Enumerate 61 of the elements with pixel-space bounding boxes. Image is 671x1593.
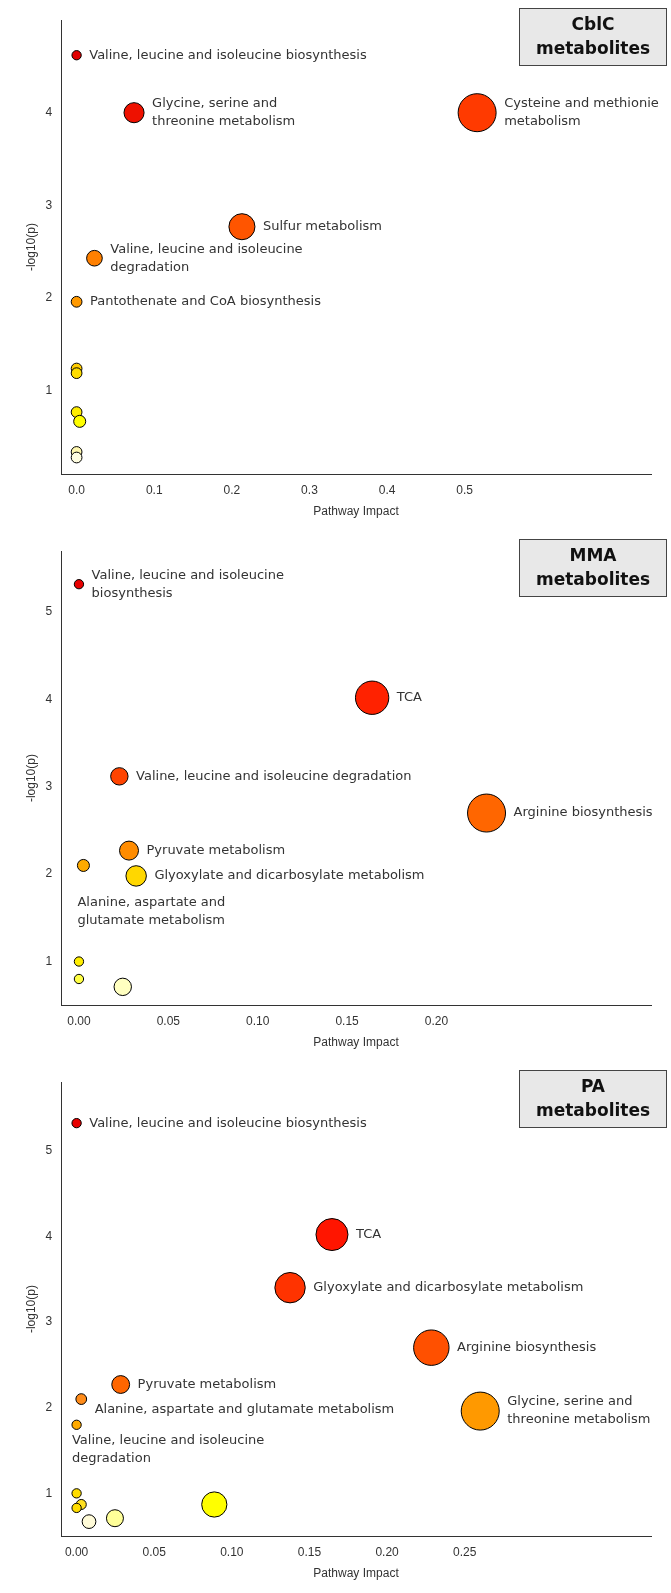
x-tick-label: 0.1: [145, 482, 163, 497]
y-tick-label: 3: [45, 197, 53, 212]
annotation: Valine, leucine and isoleucine degradation: [71, 1431, 265, 1465]
y-tick-label: 1: [45, 1485, 53, 1500]
y-tick-label: 5: [45, 604, 53, 619]
y-tick-label: 4: [45, 105, 53, 120]
x-axis-title: Pathway Impact: [313, 1035, 400, 1050]
x-tick-label: 0.20: [424, 1013, 449, 1028]
annotation: Valine, leucine and isoleucine degradation: [136, 767, 412, 783]
annotation: Glyoxylate and dicarbosylate metabolism: [154, 867, 425, 883]
x-tick-label: 0.0: [68, 482, 86, 497]
y-tick-label: 2: [45, 290, 53, 305]
y-tick-label: 1: [45, 953, 53, 968]
annotation: TCA: [354, 1225, 382, 1241]
annotation: Cysteine and methionie metabolism: [504, 95, 659, 129]
y-tick-label: 5: [45, 1142, 53, 1157]
annotation: Arginine biosynthesis: [513, 804, 653, 820]
annotation: Arginine biosynthesis: [457, 1339, 597, 1355]
y-tick-label: 2: [45, 866, 53, 881]
y-tick-label: 4: [45, 1228, 53, 1243]
x-tick-label: 0.3: [301, 482, 319, 497]
y-tick-label: 3: [45, 1314, 53, 1329]
annotation: Glycine, serine and threonine metabolism: [507, 1393, 651, 1427]
x-axis-title: Pathway Impact: [313, 1566, 400, 1581]
x-axis-title: Pathway Impact: [313, 504, 400, 519]
y-tick-label: 1: [45, 383, 53, 398]
x-tick-label: 0.10: [220, 1544, 244, 1559]
x-tick-label: 0.15: [335, 1013, 360, 1028]
annotation: Valine, leucine and isoleucine degradation: [110, 240, 303, 274]
chart-title: CblC metabolites: [519, 8, 667, 66]
annotation: Sulfur metabolism: [262, 218, 382, 234]
x-tick-label: 0.2: [223, 482, 241, 497]
x-tick-label: 0.25: [453, 1544, 477, 1559]
x-tick-label: 0.15: [297, 1544, 322, 1559]
chart-title: PA metabolites: [519, 1070, 667, 1128]
x-tick-label: 0.00: [64, 1544, 89, 1559]
x-tick-label: 0.20: [375, 1544, 400, 1559]
x-tick-label: 0.5: [456, 482, 474, 497]
y-tick-label: 3: [45, 779, 53, 794]
annotation: Valine, leucine and isoleucine biosynthesis: [89, 46, 367, 62]
annotation: Valine, leucine and isoleucine biosynthesis: [89, 1114, 367, 1130]
annotation: Valine, leucine and isoleucine biosynthesis: [91, 566, 284, 600]
y-axis-title: -log10(p): [23, 754, 38, 803]
annotation: Pyruvate metabolism: [146, 841, 286, 857]
y-tick-label: 2: [45, 1399, 53, 1414]
annotation: Alanine, aspartate and glutamate metabolism: [77, 893, 226, 927]
annotation: Pantothenate and CoA biosynthesis: [89, 293, 322, 309]
x-tick-label: 0.05: [156, 1013, 181, 1028]
x-tick-label: 0.00: [67, 1013, 91, 1028]
x-tick-label: 0.4: [378, 482, 396, 497]
y-axis-title: -log10(p): [23, 223, 38, 272]
annotation: Pyruvate metabolism: [137, 1375, 277, 1391]
annotation: Glycine, serine and threonine metabolism: [152, 95, 296, 129]
y-axis-title: -log10(p): [23, 1285, 38, 1334]
chart-title: MMA metabolites: [519, 539, 667, 597]
y-tick-label: 4: [45, 691, 53, 706]
annotation: TCA: [395, 689, 423, 705]
annotation: Glyoxylate and dicarbosylate metabolism: [313, 1279, 584, 1295]
x-tick-label: 0.05: [142, 1544, 167, 1559]
x-tick-label: 0.10: [246, 1013, 270, 1028]
annotation: Alanine, aspartate and glutamate metabolism: [94, 1400, 395, 1416]
